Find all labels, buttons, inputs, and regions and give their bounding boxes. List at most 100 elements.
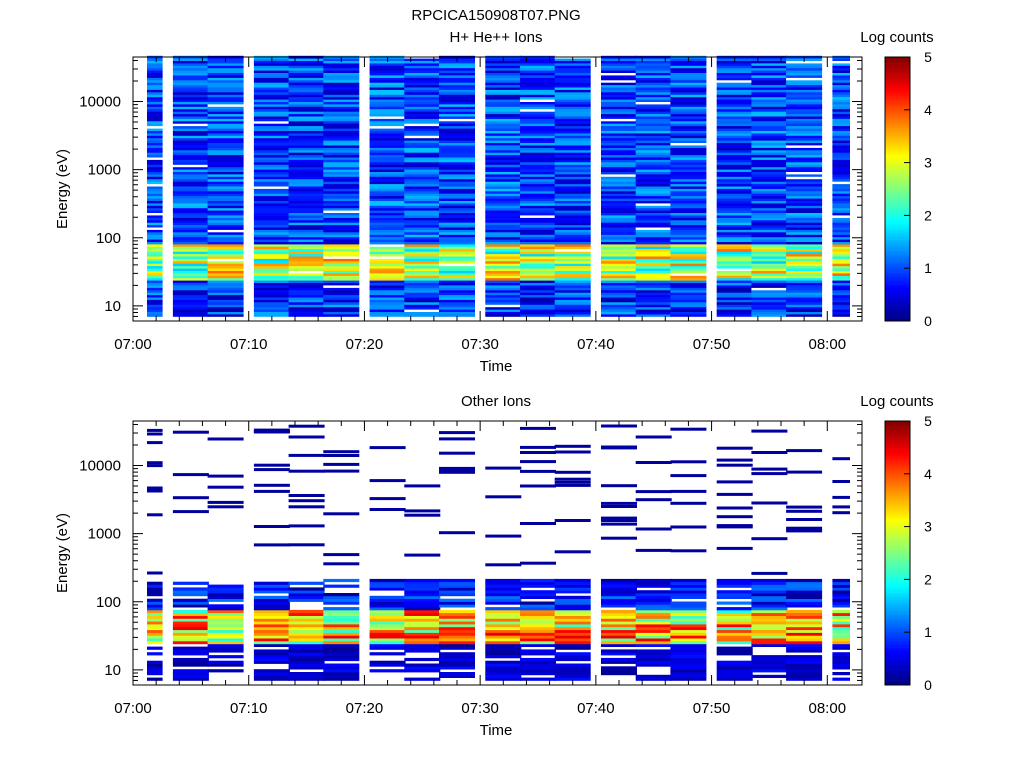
heatmap-cell xyxy=(554,477,591,481)
heatmap-cell xyxy=(670,72,707,76)
colorbar-swatch xyxy=(885,294,910,298)
heatmap-cell xyxy=(288,234,325,238)
heatmap-cell xyxy=(147,106,163,110)
heatmap-cell xyxy=(832,263,850,267)
heatmap-cell xyxy=(485,663,522,667)
heatmap-cell xyxy=(751,60,788,64)
heatmap-cell xyxy=(172,649,209,653)
heatmap-cell xyxy=(786,70,823,73)
y-tick-label: 1000 xyxy=(88,526,121,543)
heatmap-cell xyxy=(485,273,522,276)
heatmap-cell xyxy=(172,210,209,213)
heatmap-cell xyxy=(288,186,325,189)
heatmap-cell xyxy=(207,227,244,230)
heatmap-cell xyxy=(520,234,556,238)
heatmap-cell xyxy=(147,584,163,588)
heatmap-cell xyxy=(288,299,325,303)
heatmap-cell xyxy=(786,526,823,530)
heatmap-cell xyxy=(635,65,672,69)
heatmap-cell xyxy=(172,188,209,192)
heatmap-cell xyxy=(323,277,360,281)
heatmap-cell xyxy=(253,219,290,223)
heatmap-cell xyxy=(439,437,475,441)
heatmap-cell xyxy=(369,224,406,228)
heatmap-cell xyxy=(601,123,637,127)
heatmap-cell xyxy=(404,604,441,608)
heatmap-cell xyxy=(172,236,209,240)
heatmap-cell xyxy=(751,219,788,223)
heatmap-cell xyxy=(485,241,522,245)
heatmap-cell xyxy=(670,549,707,553)
heatmap-cell xyxy=(635,157,672,160)
heatmap-cell xyxy=(207,287,244,291)
colorbar-swatch xyxy=(885,627,910,631)
heatmap-cell xyxy=(147,92,163,95)
heatmap-cell xyxy=(670,75,707,78)
heatmap-cell xyxy=(485,210,522,213)
heatmap-cell xyxy=(288,125,325,129)
heatmap-cell xyxy=(172,304,209,308)
heatmap-cell xyxy=(554,84,591,88)
heatmap-cell xyxy=(751,472,788,476)
heatmap-cell xyxy=(323,641,360,645)
heatmap-cell xyxy=(670,166,707,170)
heatmap-cell xyxy=(369,314,406,317)
heatmap-cell xyxy=(635,79,672,83)
heatmap-cell xyxy=(323,79,360,83)
heatmap-cell xyxy=(554,118,591,122)
heatmap-cell xyxy=(147,273,163,276)
heatmap-cell xyxy=(786,130,823,134)
heatmap-cell xyxy=(601,133,637,136)
heatmap-cell xyxy=(288,609,325,614)
heatmap-cell xyxy=(485,263,522,267)
heatmap-cell xyxy=(172,632,209,636)
heatmap-cell xyxy=(635,309,672,312)
heatmap-cell xyxy=(147,145,163,148)
heatmap-cell xyxy=(147,268,163,271)
colorbar-swatch xyxy=(885,511,910,514)
heatmap-cell xyxy=(323,287,360,291)
heatmap-cell xyxy=(485,67,522,71)
heatmap-cell xyxy=(323,70,360,73)
heatmap-cell xyxy=(832,275,850,279)
heatmap-cell xyxy=(323,578,360,583)
heatmap-cell xyxy=(520,65,556,69)
heatmap-cell xyxy=(635,578,672,583)
heatmap-cell xyxy=(323,67,360,71)
heatmap-cell xyxy=(369,106,406,110)
heatmap-cell xyxy=(832,193,850,197)
heatmap-cell xyxy=(404,618,441,622)
colorbar-tick-label: 4 xyxy=(924,102,932,118)
heatmap-cell xyxy=(716,183,753,187)
heatmap-cell xyxy=(601,280,637,283)
heatmap-cell xyxy=(147,601,163,605)
colorbar-swatch xyxy=(885,118,910,122)
heatmap-cell xyxy=(172,142,209,146)
heatmap-cell xyxy=(172,84,209,88)
heatmap-cell xyxy=(369,174,406,177)
heatmap-cell xyxy=(323,601,360,605)
heatmap-cell xyxy=(253,258,290,262)
heatmap-cell xyxy=(520,635,556,639)
heatmap-cell xyxy=(147,652,163,656)
heatmap-cell xyxy=(554,584,591,588)
heatmap-cell xyxy=(439,655,475,659)
heatmap-cell xyxy=(554,663,591,667)
heatmap-cell xyxy=(172,77,209,81)
heatmap-cell xyxy=(520,612,556,616)
heatmap-cell xyxy=(404,67,441,71)
heatmap-cell xyxy=(172,87,209,90)
colorbar-swatch xyxy=(885,76,910,80)
plot-frame xyxy=(132,56,863,322)
heatmap-cell xyxy=(751,101,788,105)
heatmap-cell xyxy=(323,282,360,286)
panel-2-title: Other Ions xyxy=(461,393,531,410)
colorbar-swatch xyxy=(885,465,910,468)
heatmap-cell xyxy=(520,63,556,66)
heatmap-cell xyxy=(635,152,672,156)
colorbar-swatch xyxy=(885,553,910,556)
heatmap-cell xyxy=(288,632,325,636)
heatmap-cell xyxy=(323,188,360,192)
heatmap-cell xyxy=(207,87,244,90)
heatmap-cell xyxy=(485,304,522,308)
